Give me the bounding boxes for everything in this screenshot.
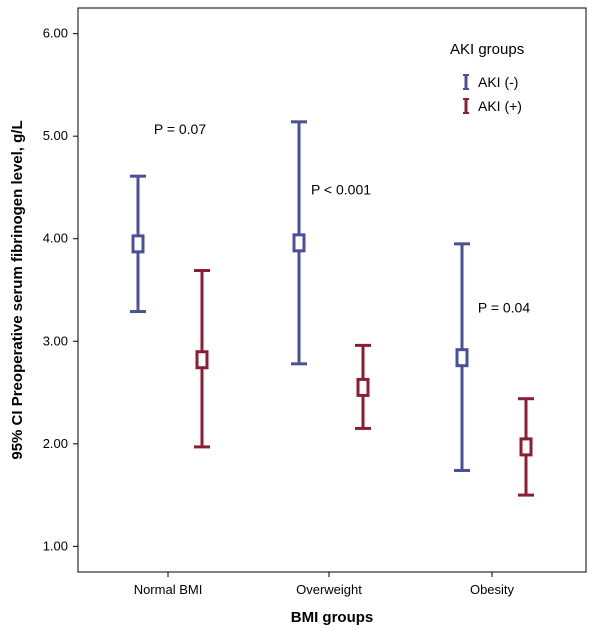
- p-value-label: P = 0.07: [154, 121, 207, 137]
- mean-marker: [455, 348, 469, 368]
- x-tick-label: Overweight: [296, 582, 362, 597]
- x-tick-label: Normal BMI: [134, 582, 203, 597]
- legend-title: AKI groups: [450, 41, 524, 58]
- mean-marker: [292, 233, 306, 253]
- p-value-annotations: P = 0.07 P < 0.001 P = 0.04: [154, 121, 531, 315]
- mean-marker: [519, 437, 533, 457]
- error-bar: [194, 269, 210, 449]
- legend-label: AKI (+): [478, 98, 522, 114]
- x-axis-title: BMI groups: [291, 609, 374, 626]
- y-tick-label: 5.00: [43, 128, 68, 143]
- y-tick-label: 2.00: [43, 436, 68, 451]
- legend-item: AKI (-): [463, 74, 518, 90]
- error-bar: [291, 120, 307, 366]
- mean-marker: [356, 377, 370, 397]
- p-value-label: P < 0.001: [311, 182, 371, 198]
- y-tick-label: 3.00: [43, 333, 68, 348]
- mean-marker: [131, 234, 145, 254]
- error-bar: [130, 174, 146, 314]
- legend: AKI groups AKI (-) AKI (+): [450, 41, 524, 114]
- y-axis-title: 95% CI Preoperative serum fibrinogen lev…: [9, 120, 26, 459]
- legend-label: AKI (-): [478, 74, 518, 90]
- y-axis-ticks: 1.00 2.00 3.00 4.00 5.00 6.00: [43, 26, 78, 553]
- mean-marker: [195, 350, 209, 370]
- y-tick-label: 6.00: [43, 26, 68, 41]
- y-tick-label: 4.00: [43, 231, 68, 246]
- x-axis-ticks: Normal BMI Overweight Obesity: [134, 572, 515, 597]
- error-bar: [355, 343, 371, 430]
- y-tick-label: 1.00: [43, 538, 68, 553]
- plot-frame: [77, 7, 587, 573]
- legend-item: AKI (+): [463, 98, 522, 114]
- error-bars: [130, 120, 534, 497]
- error-bar: [518, 397, 534, 497]
- x-tick-label: Obesity: [470, 582, 515, 597]
- p-value-label: P = 0.04: [478, 300, 531, 316]
- error-bar: [454, 242, 470, 472]
